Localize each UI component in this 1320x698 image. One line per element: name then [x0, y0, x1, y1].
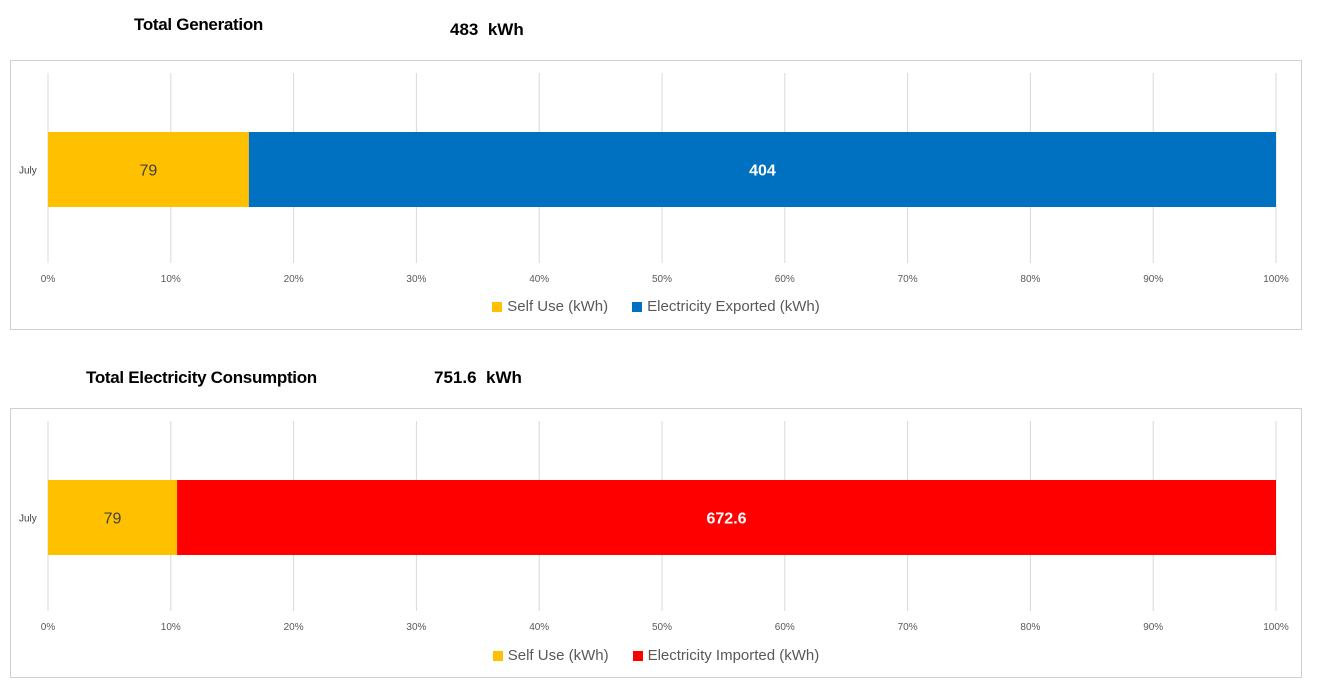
consumption-legend-swatch-electricity-imported: [632, 650, 643, 661]
generation-legend-swatch-self-use: [492, 301, 503, 312]
generation-tick-label: 100%: [1263, 274, 1289, 285]
consumption-bar-electricity-imported: [177, 480, 1276, 555]
generation-tick-label: 70%: [898, 274, 918, 285]
consumption-total-unit: kWh: [486, 368, 522, 387]
consumption-legend-item-self-use: Self Use (kWh): [492, 647, 609, 664]
generation-tick-label: 50%: [652, 274, 672, 285]
consumption-tick-label: 20%: [284, 622, 304, 633]
generation-legend-label-electricity-exported: Electricity Exported (kWh): [647, 298, 820, 315]
generation-legend-label-self-use: Self Use (kWh): [507, 298, 609, 315]
consumption-data-label-self-use: 79: [104, 511, 122, 528]
consumption-legend-swatch-self-use: [492, 650, 503, 661]
generation-total-value: 483: [450, 20, 479, 39]
generation-category-label: July: [19, 166, 37, 177]
consumption-tick-label: 90%: [1143, 622, 1163, 633]
generation-legend-item-self-use: Self Use (kWh): [492, 298, 608, 315]
generation-tick-label: 90%: [1143, 274, 1163, 285]
generation-heading: Total Generation: [134, 15, 264, 34]
consumption-tick-label: 50%: [652, 622, 672, 633]
consumption-chart-svg: July 79 672.6 0% 10% 20% 30% 40% 50% 60% 70% 80% 90%…: [19, 421, 1289, 633]
generation-tick-label: 30%: [406, 274, 426, 285]
consumption-total: 751.6 kWh: [434, 368, 522, 388]
consumption-legend-label-electricity-imported: Electricity Imported (kWh): [647, 647, 820, 664]
generation-tick-label: 40%: [529, 274, 549, 285]
generation-tick-label: 80%: [1020, 274, 1040, 285]
consumption-total-value: 751.6: [434, 368, 477, 387]
consumption-tick-label: 60%: [775, 622, 795, 633]
generation-tick-label: 20%: [284, 274, 304, 285]
generation-data-label-self-use: 79: [140, 163, 158, 180]
consumption-heading: Total Electricity Consumption: [86, 368, 317, 387]
consumption-tick-label: 30%: [406, 622, 426, 633]
generation-legend-item-electricity-exported: Electricity Exported (kWh): [632, 298, 820, 315]
consumption-legend-label-self-use: Self Use (kWh): [507, 647, 609, 664]
generation-total-unit: kWh: [487, 20, 524, 39]
generation-legend: Self Use (kWh) Electricity Exported (kWh): [11, 298, 1301, 316]
consumption-chart: July 79 672.6 0% 10% 20% 30% 40% 50% 60% 70% 80% 90%…: [10, 408, 1302, 678]
consumption-legend-item-electricity-imported: Electricity Imported (kWh): [632, 647, 820, 664]
generation-bar-self-use: [48, 132, 249, 207]
consumption-category-label: July: [19, 514, 37, 525]
generation-total: 483 kWh: [450, 20, 524, 40]
consumption-legend: Self Use (kWh) Electricity Imported (kWh): [11, 647, 1301, 665]
generation-data-label-electricity-exported: 404: [749, 163, 776, 180]
consumption-tick-label: 40%: [529, 622, 549, 633]
generation-chart-svg: July 79 404 0% 10% 20% 30% 40% 50% 60% 70% 80% 90% 10…: [19, 73, 1289, 285]
generation-tick-label: 60%: [775, 274, 795, 285]
consumption-tick-label: 70%: [898, 622, 918, 633]
generation-legend-swatch-electricity-exported: [632, 301, 643, 312]
consumption-tick-label: 10%: [161, 622, 181, 633]
consumption-tick-label: 80%: [1020, 622, 1040, 633]
consumption-bar-self-use: [48, 480, 178, 555]
generation-chart: July 79 404 0% 10% 20% 30% 40% 50% 60% 70% 80% 90% 10…: [10, 60, 1302, 330]
generation-tick-label: 0%: [41, 274, 56, 285]
generation-tick-label: 10%: [161, 274, 181, 285]
consumption-tick-label: 0%: [41, 622, 56, 633]
consumption-data-label-electricity-imported: 672.6: [707, 511, 747, 528]
generation-bar-electricity-exported: [248, 132, 1276, 207]
consumption-tick-label: 100%: [1263, 622, 1289, 633]
